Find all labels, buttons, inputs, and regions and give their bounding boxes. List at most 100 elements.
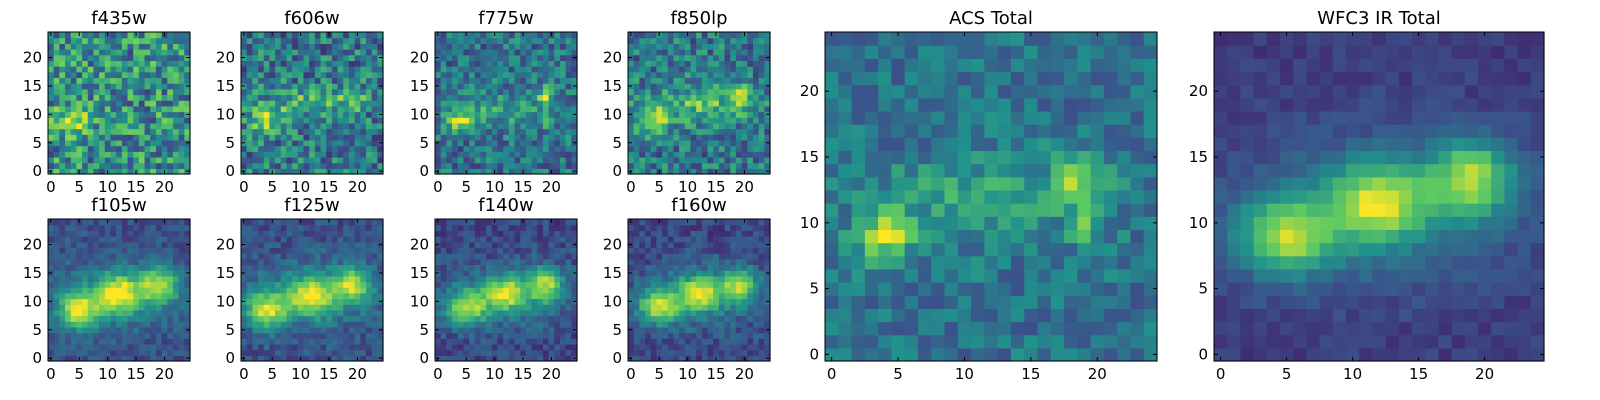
heatmap-cell <box>537 321 544 328</box>
heatmap-cell <box>571 321 578 328</box>
heatmap-cell <box>93 151 100 158</box>
heatmap-cell <box>667 315 675 322</box>
heatmap-cell <box>246 270 253 277</box>
heatmap-cell <box>735 275 743 283</box>
heatmap-cell <box>246 326 253 334</box>
heatmap-cell <box>633 94 640 101</box>
heatmap-cell <box>645 88 652 96</box>
heatmap-cell <box>178 287 185 294</box>
heatmap-cell <box>491 111 499 118</box>
heatmap-cell <box>639 315 646 322</box>
x-tick-label: 15 <box>126 178 145 196</box>
heatmap-cell <box>292 309 299 317</box>
heatmap-cell <box>673 49 680 56</box>
heatmap-cell <box>514 281 521 288</box>
heatmap-cell <box>741 37 748 44</box>
heatmap-cell <box>525 275 533 283</box>
heatmap-cell <box>758 275 765 283</box>
heatmap-cell <box>104 111 112 118</box>
heatmap-cell <box>724 298 731 305</box>
heatmap-cell <box>758 321 765 328</box>
heatmap-cell <box>565 111 572 118</box>
heatmap-cell <box>116 77 123 84</box>
heatmap-cell <box>93 66 100 73</box>
heatmap-cell <box>127 219 134 226</box>
heatmap-cell <box>525 168 533 175</box>
heatmap-cell <box>331 43 339 50</box>
heatmap-cell <box>696 275 703 283</box>
heatmap-cell <box>667 162 675 169</box>
heatmap-cell <box>110 49 117 56</box>
heatmap-cell <box>286 315 293 322</box>
heatmap-cell <box>571 304 578 311</box>
heatmap-cell <box>93 49 100 56</box>
heatmap-cell <box>303 60 310 67</box>
heatmap-cell <box>184 128 191 135</box>
heatmap-cell <box>292 49 299 56</box>
heatmap-cell <box>326 37 333 44</box>
heatmap-cell <box>65 304 72 311</box>
heatmap-cell <box>167 224 174 231</box>
heatmap-cell <box>121 94 129 101</box>
heatmap-cell <box>514 230 521 237</box>
heatmap-cell <box>690 304 697 311</box>
heatmap-cell <box>82 139 89 147</box>
heatmap-cell <box>735 77 743 84</box>
heatmap-cell <box>53 54 60 61</box>
heatmap-cell <box>474 83 482 90</box>
heatmap-cell <box>286 219 293 226</box>
heatmap-cell <box>178 37 185 44</box>
heatmap-cell <box>690 162 697 169</box>
heatmap-cell <box>360 338 367 345</box>
heatmap-cell <box>730 83 737 90</box>
heatmap-cell <box>150 105 157 113</box>
heatmap-cell <box>747 151 754 158</box>
heatmap-cell <box>110 309 117 317</box>
heatmap-cell <box>707 139 714 147</box>
heatmap-cell <box>491 304 499 311</box>
heatmap-cell <box>326 332 333 339</box>
heatmap-cell <box>542 66 550 73</box>
heatmap-cell <box>690 128 697 135</box>
heatmap-cell <box>474 156 482 164</box>
heatmap-cell <box>548 253 555 260</box>
heatmap-cell <box>628 71 635 79</box>
heatmap-cell <box>354 338 361 345</box>
heatmap-cell <box>486 253 493 260</box>
heatmap-cell <box>144 343 151 351</box>
heatmap-cell <box>82 349 89 356</box>
heatmap-cell <box>741 122 748 130</box>
heatmap-cell <box>735 281 743 288</box>
heatmap-cell <box>446 60 453 67</box>
heatmap-cell <box>133 60 140 67</box>
heatmap-cell <box>59 287 66 294</box>
heatmap-cell <box>667 332 675 339</box>
heatmap-cell <box>713 145 720 152</box>
heatmap-cell <box>365 343 373 351</box>
heatmap-cell <box>469 241 476 248</box>
heatmap-cell <box>326 145 333 152</box>
heatmap-cell <box>537 230 544 237</box>
heatmap-cell <box>684 162 692 169</box>
heatmap-cell <box>337 168 344 175</box>
heatmap-cell <box>486 60 493 67</box>
heatmap-cell <box>508 275 516 283</box>
heatmap-cell <box>446 111 453 118</box>
heatmap-cell <box>713 292 720 300</box>
heatmap-cell <box>59 236 66 243</box>
heatmap-cell <box>184 32 191 39</box>
heatmap-cell <box>331 281 339 288</box>
heatmap-cell <box>172 281 180 288</box>
heatmap-cell <box>628 105 635 113</box>
heatmap-cell <box>520 321 527 328</box>
heatmap-cell <box>104 43 112 50</box>
heatmap-cell <box>178 326 185 334</box>
heatmap-cell <box>144 162 151 169</box>
heatmap-cell <box>645 100 652 107</box>
heatmap-cell <box>690 77 697 84</box>
heatmap-cell <box>463 230 470 237</box>
heatmap-cell <box>559 71 567 79</box>
heatmap-cell <box>633 304 640 311</box>
heatmap-cell <box>292 111 299 118</box>
heatmap-cell <box>633 315 640 322</box>
